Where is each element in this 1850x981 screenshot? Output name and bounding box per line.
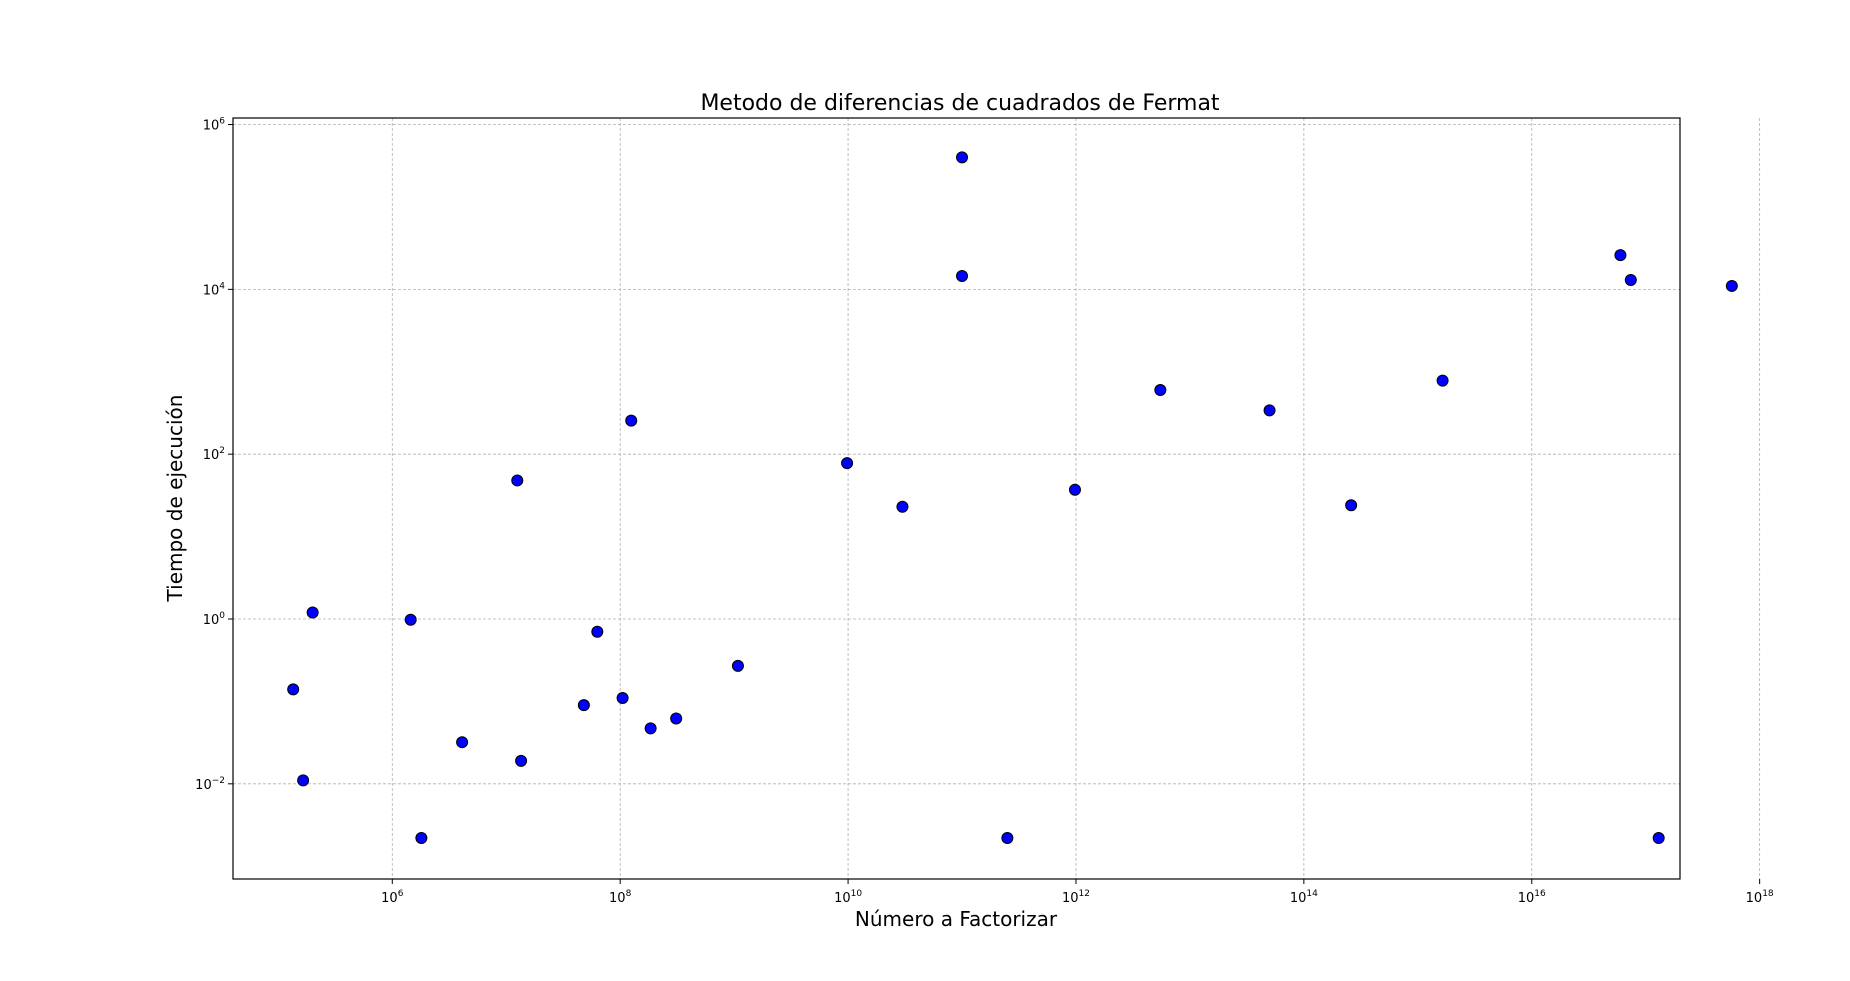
plot-area-frame [232, 117, 1681, 880]
y-tick-label: 10−2 [195, 776, 225, 793]
y-tick-label: 106 [203, 117, 226, 134]
data-point [591, 625, 604, 638]
data-point [404, 613, 417, 626]
data-point [515, 754, 528, 767]
data-point [1154, 384, 1167, 397]
x-tick-label: 108 [609, 889, 632, 906]
data-point [1068, 483, 1081, 496]
data-point [625, 414, 638, 427]
data-point [1263, 404, 1276, 417]
data-point [1436, 374, 1449, 387]
x-tick-label: 1016 [1518, 889, 1546, 906]
x-tick-label: 1018 [1746, 889, 1774, 906]
y-axis-label: Tiempo de ejecución [163, 395, 187, 603]
data-point [456, 736, 469, 749]
data-point [670, 712, 683, 725]
data-point [306, 606, 319, 619]
data-point [841, 457, 854, 470]
data-point [616, 692, 629, 704]
grid-lines [233, 118, 1761, 879]
x-tick-label: 1010 [834, 889, 862, 906]
y-axis-ticks: 10−2 100 102 104 106 [195, 117, 233, 793]
data-point [1624, 273, 1637, 286]
data-point [287, 683, 300, 696]
data-point [415, 832, 428, 845]
data-points [287, 151, 1738, 845]
data-point [1001, 832, 1014, 845]
data-point [1345, 499, 1358, 512]
data-point [1614, 249, 1627, 262]
data-point [1652, 832, 1665, 845]
data-point [297, 774, 310, 787]
x-tick-label: 106 [381, 889, 404, 906]
x-tick-label: 1012 [1062, 889, 1090, 906]
y-tick-label: 102 [203, 446, 225, 463]
data-point [956, 270, 969, 283]
data-point [1725, 279, 1738, 292]
data-point [731, 659, 744, 672]
y-tick-label: 100 [203, 611, 226, 628]
y-tick-label: 104 [203, 281, 226, 298]
data-point [511, 474, 524, 487]
chart-title: Metodo de diferencias de cuadrados de Fe… [700, 91, 1219, 116]
x-axis-ticks: 106 108 1010 1012 1014 1016 1018 [381, 879, 1774, 906]
x-axis-label: Número a Factorizar [855, 907, 1058, 931]
x-tick-label: 1014 [1290, 889, 1318, 906]
data-point [896, 500, 909, 513]
data-point [577, 699, 590, 712]
data-point [956, 151, 969, 164]
data-point [644, 722, 657, 735]
